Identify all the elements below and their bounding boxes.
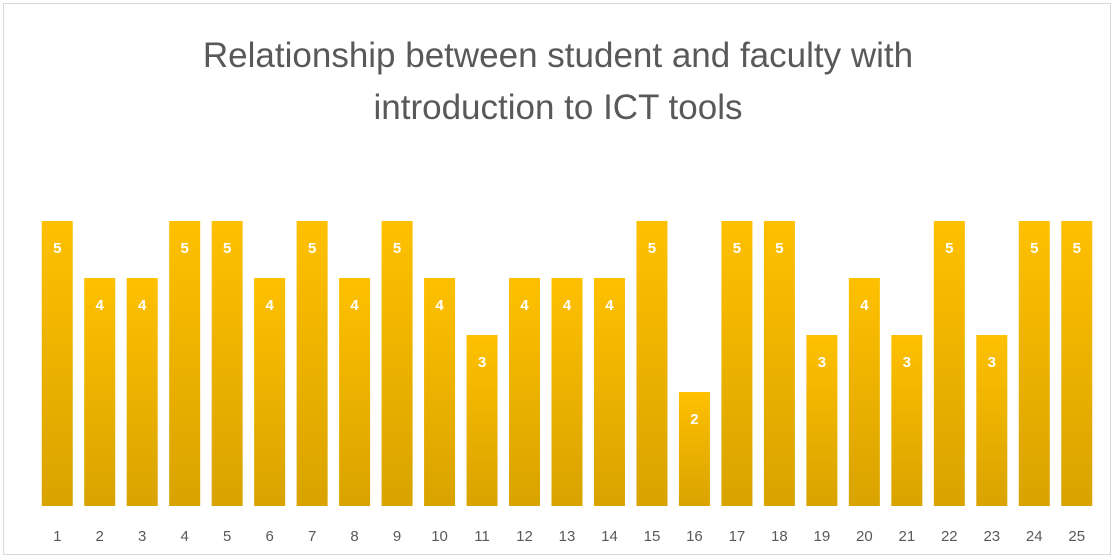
bar (254, 278, 286, 506)
bar (551, 278, 583, 506)
x-tick-label: 16 (686, 528, 703, 545)
bar (636, 221, 668, 506)
data-label: 5 (733, 240, 741, 257)
bar (509, 278, 541, 506)
data-label: 4 (605, 297, 614, 314)
data-label: 3 (478, 354, 486, 371)
data-label: 5 (775, 240, 783, 257)
data-label: 5 (181, 240, 189, 257)
bar (169, 221, 201, 506)
data-label: 5 (1073, 240, 1081, 257)
chart-border (3, 3, 1111, 555)
data-label: 5 (648, 240, 656, 257)
x-tick-label: 8 (350, 528, 358, 545)
chart-title: Relationship between student and faculty… (202, 36, 914, 127)
bar (848, 278, 880, 506)
data-label: 5 (223, 240, 231, 257)
data-label: 5 (53, 240, 61, 257)
x-tick-label: 6 (265, 528, 273, 545)
x-tick-label: 7 (308, 528, 316, 545)
data-label: 4 (435, 297, 444, 314)
bar (466, 335, 498, 506)
bar (933, 221, 965, 506)
x-tick-label: 1 (53, 528, 61, 545)
x-tick-label: 14 (601, 528, 618, 545)
x-tick-label: 18 (771, 528, 788, 545)
data-label: 5 (308, 240, 316, 257)
bar (1018, 221, 1050, 506)
data-label: 5 (393, 240, 401, 257)
x-tick-label: 4 (181, 528, 189, 545)
x-tick-label: 21 (898, 528, 915, 545)
bar (84, 278, 116, 506)
bar (891, 335, 923, 506)
x-tick-label: 15 (644, 528, 661, 545)
data-label: 4 (860, 297, 869, 314)
x-tick-label: 9 (393, 528, 401, 545)
bar (296, 221, 328, 506)
data-label: 4 (563, 297, 572, 314)
bar (381, 221, 413, 506)
bar (721, 221, 753, 506)
x-tick-label: 22 (941, 528, 958, 545)
x-tick-label: 11 (474, 528, 490, 545)
bar (763, 221, 795, 506)
bar (593, 278, 625, 506)
data-label: 4 (265, 297, 274, 314)
x-tick-label: 3 (138, 528, 146, 545)
data-label: 4 (138, 297, 147, 314)
x-tick-label: 23 (983, 528, 1000, 545)
data-label: 5 (945, 240, 953, 257)
data-label: 3 (988, 354, 996, 371)
x-tick-label: 17 (729, 528, 746, 545)
x-tick-label: 13 (559, 528, 576, 545)
x-tick-label: 2 (96, 528, 104, 545)
x-tick-label: 10 (431, 528, 448, 545)
x-tick-label: 19 (814, 528, 831, 545)
bar (424, 278, 456, 506)
bar (1061, 221, 1093, 506)
x-tick-label: 24 (1026, 528, 1043, 545)
data-label: 4 (350, 297, 359, 314)
x-tick-label: 25 (1068, 528, 1085, 545)
bar (126, 278, 158, 506)
data-label: 2 (690, 411, 698, 428)
bar (806, 335, 838, 506)
bar (211, 221, 243, 506)
data-label: 4 (520, 297, 529, 314)
data-label: 3 (818, 354, 826, 371)
bar (678, 392, 710, 506)
x-tick-label: 12 (516, 528, 533, 545)
data-label: 3 (903, 354, 911, 371)
bar (976, 335, 1008, 506)
x-tick-label: 20 (856, 528, 873, 545)
data-label: 5 (1030, 240, 1038, 257)
x-tick-label: 5 (223, 528, 231, 545)
bar (339, 278, 371, 506)
bar (41, 221, 73, 506)
data-label: 4 (96, 297, 105, 314)
